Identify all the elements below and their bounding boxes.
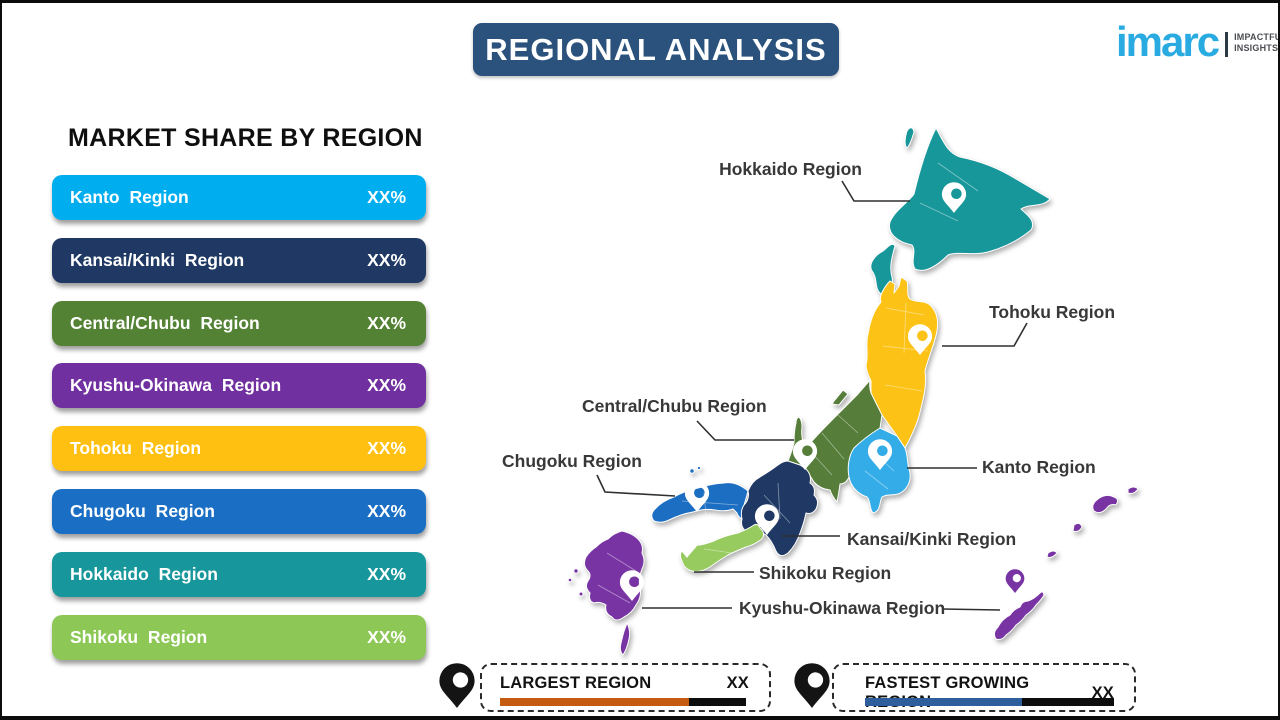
fastest-region-label: FASTEST GROWING REGION xyxy=(865,674,1030,711)
market-share-label: Chugoku Region xyxy=(70,500,215,521)
market-share-value: XX% xyxy=(367,312,406,333)
region-shikoku xyxy=(679,523,765,572)
market-share-bar: Kyushu-Okinawa Region XX% xyxy=(52,363,426,409)
largest-region-label: LARGEST REGION xyxy=(500,674,652,692)
fastest-region-pin-icon xyxy=(794,663,830,708)
fastest-bar-fill xyxy=(865,698,1022,706)
market-share-value: XX% xyxy=(367,563,406,584)
market-share-value: XX% xyxy=(367,375,406,396)
largest-region-legend: LARGEST REGION XX xyxy=(480,663,771,712)
japan-map: Hokkaido Region Tohoku Region Central/Ch… xyxy=(502,127,1139,656)
market-share-value: XX% xyxy=(367,249,406,270)
logo-tagline-line2: INSIGHTS xyxy=(1234,42,1279,53)
market-share-label: Central/Chubu Region xyxy=(70,312,260,333)
market-share-bar: Chugoku Region XX% xyxy=(52,488,426,534)
region-tohoku xyxy=(865,276,939,449)
imarc-logo: imarc IMPACTFUL INSIGHTS xyxy=(1116,18,1279,65)
largest-region-pin-icon xyxy=(439,663,475,708)
market-share-bar: Hokkaido Region XX% xyxy=(52,551,426,597)
map-label-kanto: Kanto Region xyxy=(982,457,1096,477)
map-label-chubu: Central/Chubu Region xyxy=(582,396,767,416)
leader-lines xyxy=(596,180,1028,611)
logo-divider xyxy=(1225,32,1229,57)
market-share-bar: Tohoku Region XX% xyxy=(52,426,426,472)
market-share-label: Tohoku Region xyxy=(70,438,202,459)
map-label-kyushu-okinawa: Kyushu-Okinawa Region xyxy=(739,598,945,618)
market-share-heading: MARKET SHARE BY REGION xyxy=(68,124,423,152)
market-share-label: Kyushu-Okinawa Region xyxy=(70,375,282,396)
largest-bar-fill xyxy=(500,698,690,706)
market-share-value: XX% xyxy=(367,438,406,459)
map-label-chugoku: Chugoku Region xyxy=(502,451,642,471)
region-chugoku xyxy=(651,465,749,523)
okinawa-location-pin-icon xyxy=(1005,569,1025,593)
market-share-value: XX% xyxy=(367,500,406,521)
map-label-hokkaido: Hokkaido Region xyxy=(719,159,862,179)
imarc-brand: imarc xyxy=(1116,18,1220,65)
market-share-bar: Shikoku Region XX% xyxy=(52,614,426,660)
fastest-region-value: XX xyxy=(1091,683,1114,702)
market-share-bar: Kansai/Kinki Region XX% xyxy=(52,237,426,283)
logo-tagline: IMPACTFUL INSIGHTS xyxy=(1234,32,1279,53)
market-share-label: Kansai/Kinki Region xyxy=(70,249,245,270)
page-title: REGIONAL ANALYSIS xyxy=(473,23,839,76)
market-share-label: Kanto Region xyxy=(70,187,189,207)
market-share-list: Kanto Region XX% Kansai/Kinki Region XX% Cen… xyxy=(52,175,426,660)
largest-region-value: XX xyxy=(726,674,749,692)
largest-region-bar xyxy=(500,698,746,706)
logo-tagline-line1: IMPACTFUL xyxy=(1234,32,1278,42)
map-label-shikoku: Shikoku Region xyxy=(759,563,891,583)
fastest-region-legend: FASTEST GROWING REGION XX xyxy=(832,663,1136,712)
market-share-bar: Central/Chubu Region XX% xyxy=(52,300,426,346)
market-share-value: XX% xyxy=(367,626,406,647)
region-hokkaido xyxy=(870,127,1051,296)
map-label-tohoku: Tohoku Region xyxy=(989,302,1115,322)
region-kyushu-okinawa xyxy=(567,486,1139,656)
market-share-label: Hokkaido Region xyxy=(70,563,218,584)
market-share-label: Shikoku Region xyxy=(70,626,208,647)
region-kanto xyxy=(847,427,911,514)
map-label-kansai: Kansai/Kinki Region xyxy=(847,529,1016,549)
fastest-region-bar xyxy=(865,698,1114,706)
market-share-value: XX% xyxy=(367,187,406,207)
market-share-bar: Kanto Region XX% xyxy=(52,175,426,220)
